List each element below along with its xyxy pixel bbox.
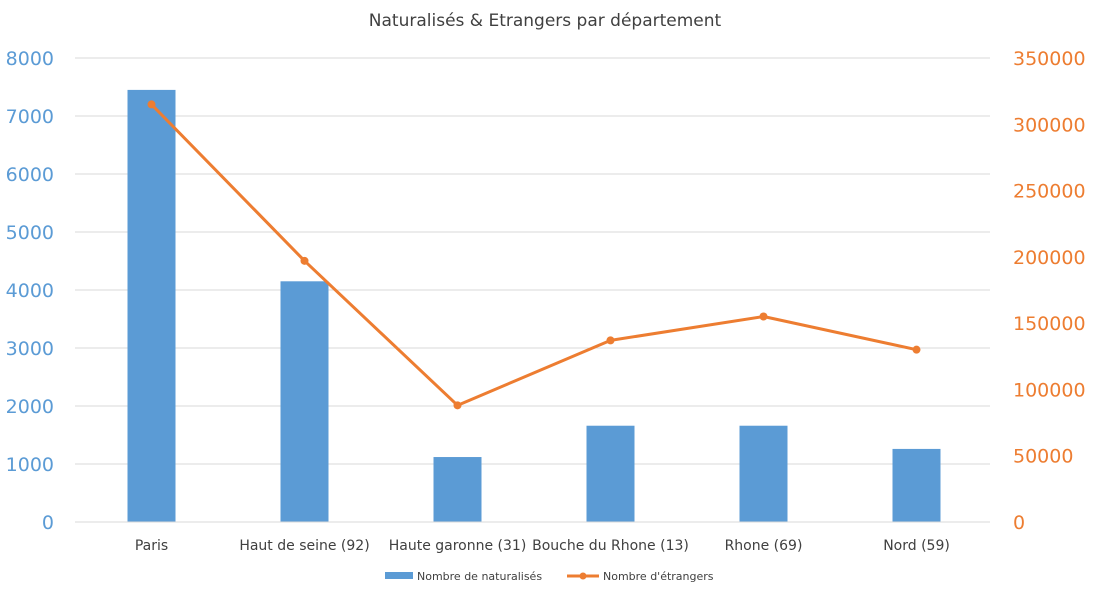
y-right-tick-label: 300000 xyxy=(1013,114,1086,136)
y-left-tick-label: 2000 xyxy=(6,396,54,418)
gridlines xyxy=(75,57,990,465)
bar xyxy=(127,89,176,523)
bar xyxy=(739,425,788,522)
bar xyxy=(433,457,482,522)
legend-label-naturalises: Nombre de naturalisés xyxy=(417,570,542,583)
y-right-tick-label: 0 xyxy=(1013,512,1025,534)
legend-label-etrangers: Nombre d'étrangers xyxy=(603,570,714,583)
y-axis-left: 0 1000 2000 3000 4000 5000 6000 7000 8000 xyxy=(6,48,54,534)
x-axis: Paris Haut de seine (92) Haute garonne (31… xyxy=(75,521,990,554)
line-marker xyxy=(453,401,462,410)
legend: Nombre de naturalisés Nombre d'étrangers xyxy=(385,570,714,583)
y-right-tick-label: 50000 xyxy=(1013,446,1073,468)
line-marker xyxy=(300,256,309,265)
bar xyxy=(586,425,635,522)
x-tick-label: Haute garonne (31) xyxy=(389,538,527,554)
legend-swatch-etrangers-marker xyxy=(579,572,587,580)
y-left-tick-label: 6000 xyxy=(6,164,54,186)
line-marker xyxy=(912,345,921,354)
y-right-tick-label: 350000 xyxy=(1013,48,1086,70)
y-axis-right: 0 50000 100000 150000 200000 250000 300000 3500… xyxy=(1013,48,1086,534)
y-left-tick-label: 5000 xyxy=(6,222,54,244)
y-right-tick-label: 200000 xyxy=(1013,247,1086,269)
y-left-tick-label: 4000 xyxy=(6,280,54,302)
y-left-tick-label: 7000 xyxy=(6,106,54,128)
line-marker xyxy=(147,100,156,109)
line-series xyxy=(147,100,921,410)
y-right-tick-label: 150000 xyxy=(1013,313,1086,335)
line-marker xyxy=(759,312,768,321)
x-tick-label: Bouche du Rhone (13) xyxy=(532,538,689,554)
bar xyxy=(280,281,329,522)
y-left-tick-label: 8000 xyxy=(6,48,54,70)
y-left-tick-label: 1000 xyxy=(6,454,54,476)
bar-series xyxy=(127,89,941,523)
line-marker xyxy=(606,336,615,345)
x-tick-label: Paris xyxy=(135,538,168,554)
y-left-tick-label: 0 xyxy=(42,512,54,534)
legend-swatch-naturalises xyxy=(385,572,413,579)
y-right-tick-label: 250000 xyxy=(1013,181,1086,203)
y-left-tick-label: 3000 xyxy=(6,338,54,360)
x-tick-label: Nord (59) xyxy=(883,538,950,554)
x-tick-label: Haut de seine (92) xyxy=(239,538,369,554)
y-right-tick-label: 100000 xyxy=(1013,379,1086,401)
x-tick-label: Rhone (69) xyxy=(725,538,803,554)
bar xyxy=(892,448,941,522)
chart-title: Naturalisés & Etrangers par département xyxy=(369,11,722,31)
series-line xyxy=(150,103,917,407)
